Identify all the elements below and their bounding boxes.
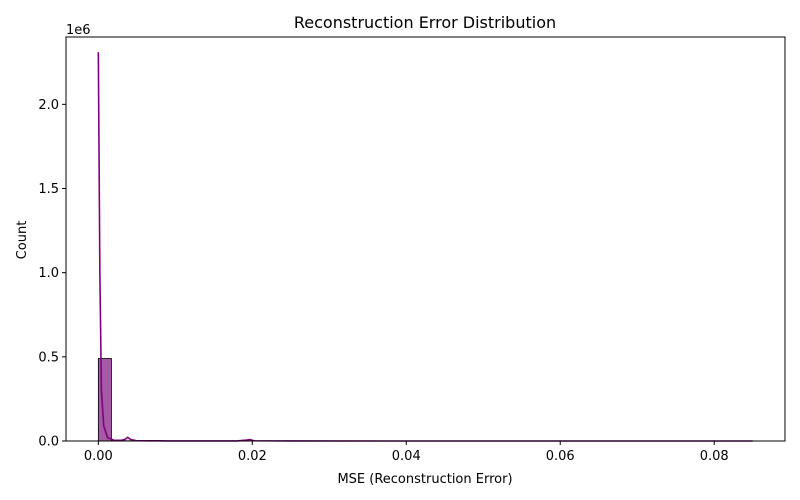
plot-frame [65,36,786,442]
y-tick-label-4: 2.0 [38,98,59,113]
y-tick-label-1: 0.5 [38,350,59,365]
ticks-layer: 0.00 0.02 0.04 0.06 0.08 0.0 0.5 1.0 1.5 2.0 [38,98,728,464]
y-offset-label: 1e6 [66,23,91,38]
kde-line [97,52,753,442]
y-tick-label-3: 1.5 [38,182,59,197]
y-tick-label-2: 1.0 [38,266,59,281]
x-tick-label-3: 0.06 [546,449,575,464]
x-tick-label-0: 0.00 [84,449,113,464]
x-tick-label-2: 0.04 [392,449,421,464]
chart-title: Reconstruction Error Distribution [294,13,556,32]
x-tick-label-1: 0.02 [238,449,267,464]
kde-layer [97,52,753,442]
x-tick-label-4: 0.08 [700,449,729,464]
y-axis-label: Count [15,221,30,260]
y-tick-label-0: 0.0 [38,435,59,450]
x-axis-label: MSE (Reconstruction Error) [337,472,512,487]
